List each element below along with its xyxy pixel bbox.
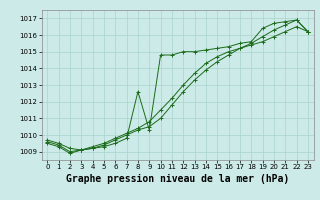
X-axis label: Graphe pression niveau de la mer (hPa): Graphe pression niveau de la mer (hPa) <box>66 174 289 184</box>
